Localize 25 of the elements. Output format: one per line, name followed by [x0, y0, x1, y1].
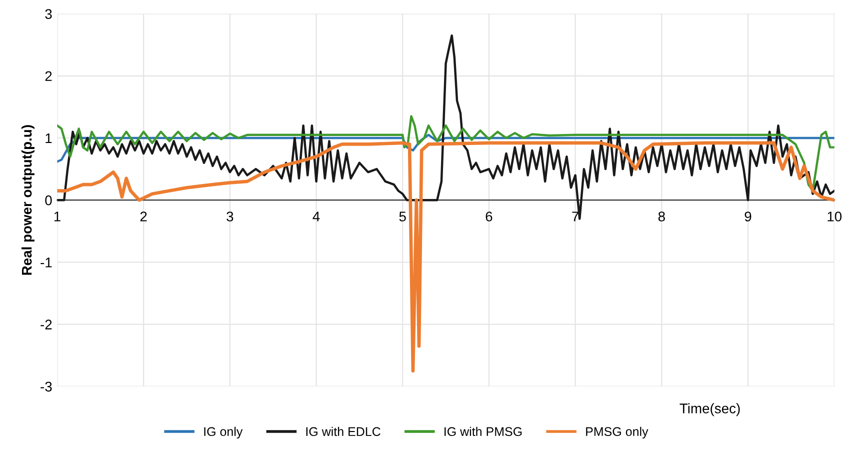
y-tick-label: 3 [45, 9, 52, 19]
x-tick-label: 2 [140, 212, 147, 222]
legend-label: IG with PMSG [444, 426, 522, 436]
legend-label: PMSG only [586, 426, 648, 438]
y-axis-title: Real power output(p.u) [22, 125, 34, 275]
y-tick-label: 0 [45, 195, 52, 206]
y-tick-label: 2 [45, 71, 52, 81]
y-tick-label: -1 [40, 258, 52, 268]
legend-label: IG with EDLC [306, 426, 380, 436]
legend-label: IG only [204, 426, 243, 438]
x-tick-label: 9 [744, 212, 752, 222]
x-tick-label: 6 [486, 212, 492, 222]
x-tick-label: 3 [226, 212, 234, 222]
x-tick-label: 4 [312, 212, 320, 222]
x-tick-label: 1 [54, 212, 60, 222]
x-tick-label: 8 [658, 212, 665, 222]
y-tick-label: 1 [46, 133, 52, 144]
x-tick-label: 10 [828, 212, 842, 222]
x-axis-title: Time(sec) [680, 403, 740, 416]
x-tick-label: 7 [572, 212, 578, 222]
line-series [57, 115, 834, 192]
line-series [57, 134, 834, 163]
y-tick-label: -3 [40, 382, 52, 392]
x-tick-label: 5 [399, 212, 406, 222]
y-tick-label: -2 [40, 320, 52, 330]
